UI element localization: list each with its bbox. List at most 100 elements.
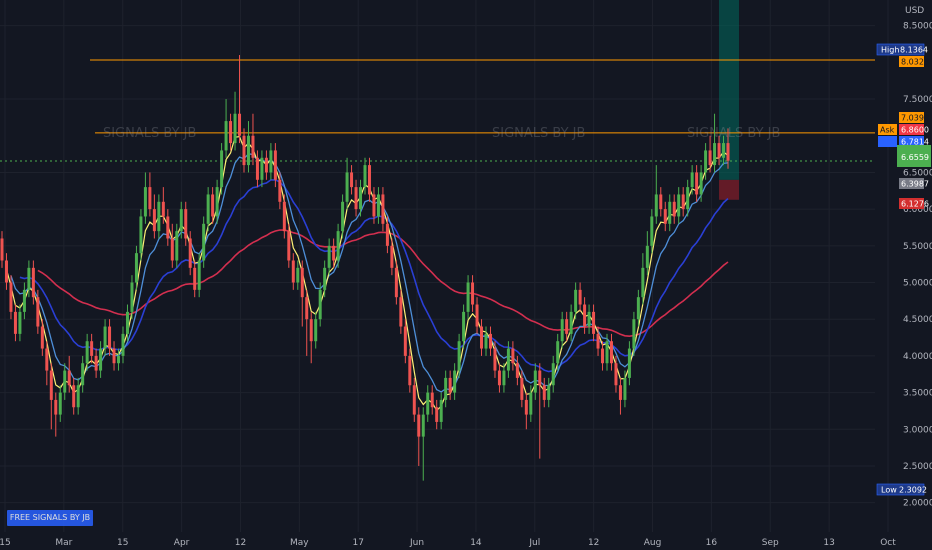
level-1-value: 8.0323 (901, 58, 929, 67)
y-tick-label: 2.5000 (903, 462, 932, 472)
candle-body (717, 143, 721, 158)
candle-body (345, 172, 349, 202)
candle-body (672, 201, 676, 217)
candle-body (632, 319, 636, 349)
candle-body (551, 363, 555, 386)
candle-body (574, 289, 578, 312)
candle-body (654, 194, 658, 217)
candle-body (206, 194, 210, 224)
candle-body (547, 385, 551, 400)
candle-body (381, 194, 385, 224)
candle-body (296, 267, 300, 283)
position-zones (719, 0, 739, 200)
candle-body (726, 143, 730, 161)
x-tick-label: 12 (235, 538, 246, 548)
candle-body (529, 392, 533, 415)
candle-body (179, 209, 183, 232)
price-axis[interactable]: USD 2.0000 2.5000 3.0000 3.5000 4.0000 4.5000… (903, 6, 932, 509)
candle-body (681, 194, 685, 210)
y-tick-label: 6.0000 (903, 205, 932, 215)
candle-body (269, 150, 273, 173)
candle-body (350, 172, 354, 188)
candle-body (453, 370, 457, 393)
y-tick-label: 5.5000 (903, 242, 932, 252)
y-tick-label: 8.5000 (903, 22, 932, 32)
candle-body (90, 341, 94, 356)
candle-body (9, 282, 13, 312)
low-badge: Low 2.3092 (876, 483, 927, 496)
candle-body (708, 150, 712, 166)
high-badge: High 8.1364 (876, 43, 928, 56)
candle-body (722, 143, 726, 158)
candle-body (587, 311, 591, 327)
level-1-badge: 8.0323 (899, 56, 929, 67)
candle-body (18, 311, 22, 334)
x-tick-label: May (290, 538, 309, 548)
entry-value: 6.3987 (901, 180, 929, 189)
candle-body (134, 253, 138, 283)
level-2-value: 7.0398 (901, 114, 929, 123)
watermark-right: SIGNALS BY JB (687, 126, 780, 141)
time-axis[interactable]: 15 Mar 15 Apr 12 May 17 Jun 14 Jul 12 Aug 16 Sep 13 Oct (0, 538, 896, 548)
candle-body (152, 209, 156, 232)
candle-body (170, 238, 174, 261)
watermark-left: SIGNALS BY JB (103, 126, 196, 141)
candle-body (81, 363, 85, 386)
candle-body (533, 370, 537, 393)
ema-long-line (37, 229, 729, 338)
candle-body (112, 348, 116, 364)
candle-body (421, 414, 425, 437)
ask-value: 6.8600 (901, 126, 929, 135)
candle-body (273, 150, 277, 180)
free-signals-button[interactable]: FREE SIGNALS BY JB (7, 510, 93, 526)
candle-body (202, 223, 206, 261)
candle-body (426, 392, 430, 415)
y-tick-label: 3.0000 (903, 425, 932, 435)
watermark-center: SIGNALS BY JB (492, 126, 585, 141)
candle-body (471, 282, 475, 305)
candle-body (287, 231, 291, 261)
candle-body (166, 216, 170, 239)
candle-body (0, 238, 4, 261)
candle-body (412, 385, 416, 415)
x-tick-label: Mar (55, 538, 72, 548)
candle-body (13, 311, 17, 334)
currency-label: USD (905, 6, 924, 16)
candle-body (385, 223, 389, 246)
candle-body (457, 341, 461, 371)
candle-body (139, 216, 143, 254)
candle-body (238, 113, 242, 136)
candle-body (260, 157, 264, 180)
candle-body (4, 260, 8, 283)
candle-body (677, 194, 681, 217)
candle-body (229, 121, 233, 144)
candle-body (538, 370, 542, 386)
candle-body (650, 216, 654, 246)
candle-body (323, 267, 327, 290)
candle-body (58, 392, 62, 415)
candle-body (309, 319, 313, 342)
candle-body (515, 363, 519, 378)
stop-zone (719, 179, 739, 200)
candle-body (67, 370, 71, 386)
candle-body (601, 348, 605, 364)
candle-body (444, 377, 448, 400)
candle-body (605, 341, 609, 364)
bid-badge: 6.7814 (878, 136, 929, 147)
candle-body (520, 377, 524, 400)
candle-body (99, 348, 103, 371)
candle-body (394, 267, 398, 298)
candle-body (36, 297, 40, 327)
candle-body (663, 209, 667, 224)
low-value: 2.3092 (899, 486, 927, 495)
candle-body (502, 370, 506, 386)
candle-body (462, 311, 466, 342)
candle-body (417, 414, 421, 437)
x-tick-label: 16 (706, 538, 718, 548)
candle-body (363, 165, 367, 188)
candle-body (439, 399, 443, 422)
ask-label: Ask (880, 126, 895, 135)
candle-body (188, 238, 192, 268)
